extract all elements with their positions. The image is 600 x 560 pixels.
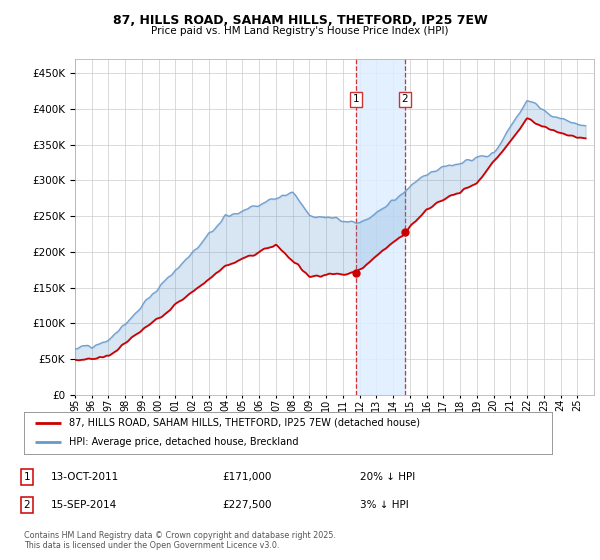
Text: 13-OCT-2011: 13-OCT-2011 [51, 472, 119, 482]
Text: 1: 1 [23, 472, 31, 482]
Text: 20% ↓ HPI: 20% ↓ HPI [360, 472, 415, 482]
Text: 2: 2 [401, 94, 408, 104]
Text: £227,500: £227,500 [222, 500, 271, 510]
Text: 2: 2 [23, 500, 31, 510]
Text: 87, HILLS ROAD, SAHAM HILLS, THETFORD, IP25 7EW (detached house): 87, HILLS ROAD, SAHAM HILLS, THETFORD, I… [69, 418, 420, 428]
Text: £171,000: £171,000 [222, 472, 271, 482]
Text: 15-SEP-2014: 15-SEP-2014 [51, 500, 117, 510]
Text: HPI: Average price, detached house, Breckland: HPI: Average price, detached house, Brec… [69, 437, 298, 447]
Text: Contains HM Land Registry data © Crown copyright and database right 2025.
This d: Contains HM Land Registry data © Crown c… [24, 531, 336, 550]
Text: 1: 1 [353, 94, 359, 104]
Text: 87, HILLS ROAD, SAHAM HILLS, THETFORD, IP25 7EW: 87, HILLS ROAD, SAHAM HILLS, THETFORD, I… [113, 14, 487, 27]
Bar [356, 59, 405, 395]
Text: Price paid vs. HM Land Registry's House Price Index (HPI): Price paid vs. HM Land Registry's House … [151, 26, 449, 36]
Text: 3% ↓ HPI: 3% ↓ HPI [360, 500, 409, 510]
